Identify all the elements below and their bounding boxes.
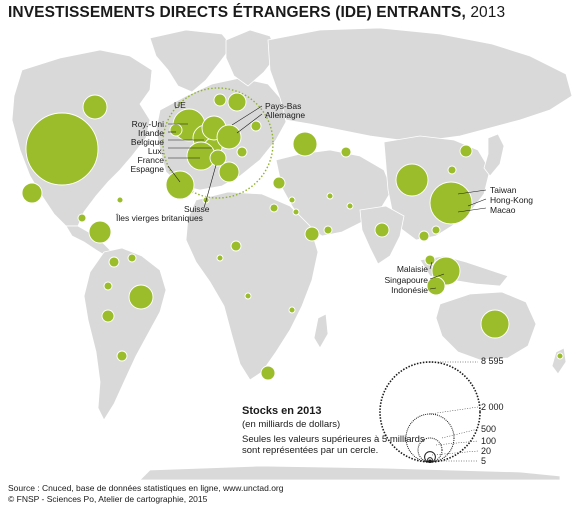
bubble-italy: [218, 161, 240, 183]
bubble-peru: [103, 281, 113, 291]
bubble-argentina: [116, 350, 128, 362]
bubble-cyprus: [288, 196, 296, 204]
bubble-ireland: [169, 123, 183, 137]
bubble-usa: [25, 112, 99, 186]
bubble-russia: [292, 131, 318, 157]
bubble-austria: [236, 146, 248, 158]
legend-value-20: 20: [481, 446, 492, 456]
bubble-vietnam: [431, 225, 441, 235]
bubble-hong-kong: [429, 181, 473, 225]
source-note: Source : Cnuced, base de données statist…: [8, 483, 283, 505]
fdi-bubbles: [21, 92, 564, 381]
bubble-new-zealand: [556, 352, 564, 360]
japan-shape: [483, 133, 505, 177]
label-espagne: Espagne: [130, 164, 164, 174]
title-main: INVESTISSEMENTS DIRECTS ÉTRANGERS (IDE) …: [8, 4, 466, 21]
bubble-spain: [165, 170, 195, 200]
bubble-israel: [292, 208, 300, 216]
bubble-kazakhstan: [340, 146, 352, 158]
legend-subtitle: (en milliards de dollars): [242, 419, 341, 430]
bubble-bermuda: [116, 196, 124, 204]
bubble-pakistan: [346, 202, 354, 210]
bubble-india: [374, 222, 390, 238]
legend-value-100: 100: [481, 436, 497, 446]
bubble-sweden: [227, 92, 247, 112]
bubble-uae: [323, 225, 333, 235]
bubble-mozambique: [288, 306, 296, 314]
legend-value-8595: 8 595: [481, 356, 504, 366]
greenland-shape: [149, 29, 233, 93]
bubble-malaysia: [424, 254, 436, 266]
bubble-switzerland: [209, 149, 227, 167]
page-title: INVESTISSEMENTS DIRECTS ÉTRANGERS (IDE) …: [8, 4, 505, 22]
bubble-colombia: [108, 256, 120, 268]
legend-value-5: 5: [481, 456, 487, 466]
bubble-brazil: [128, 284, 154, 310]
bubble-nigeria: [230, 240, 242, 252]
title-year: 2013: [470, 4, 506, 21]
bubble-germany: [216, 124, 242, 150]
madagascar-shape: [313, 313, 329, 349]
bubble-mexico: [21, 182, 43, 204]
bubble-saudi: [304, 226, 320, 242]
legend-value-2000: 2 000: [481, 402, 504, 412]
label-malaisie: Malaisie: [396, 264, 428, 274]
label-singapour: Singapoure: [384, 275, 428, 285]
label-ue: UE: [174, 100, 186, 110]
bubble-cayman: [77, 213, 87, 223]
bubble-canada: [82, 94, 108, 120]
legend-leaders: [429, 361, 479, 462]
bubble-ghana: [216, 254, 224, 262]
eu-ring: [162, 87, 274, 199]
leader-lines: [167, 105, 487, 290]
source-line-2: © FNSP - Sciences Po, Atelier de cartogr…: [8, 494, 208, 504]
label-irlande: Irlande: [138, 128, 164, 138]
legend-circle-5: [428, 459, 432, 463]
bubble-japan: [459, 144, 473, 158]
north-asia-shape: [267, 27, 573, 141]
bubble-china: [395, 163, 429, 197]
label-roy-uni: Roy.-Uni: [131, 119, 164, 129]
bubble-norway: [213, 93, 227, 107]
label-belgique: Belgique: [130, 137, 164, 147]
legend-value-500: 500: [481, 424, 497, 434]
label-allemagne: Allemagne: [265, 110, 306, 120]
label-pays-bas: Pays-Bas: [265, 101, 302, 111]
antarctica-shape: [139, 465, 561, 481]
bubble-british-virgin-islands: [88, 220, 112, 244]
label-iles-vierges: Îles vierges britaniques: [116, 213, 203, 223]
bubble-thailand: [418, 230, 430, 242]
label-indonesie: Indonésie: [391, 285, 428, 295]
source-line-1: Source : Cnuced, base de données statist…: [8, 483, 284, 493]
new-zealand-shape: [551, 347, 567, 375]
label-france: France: [137, 155, 164, 165]
label-lux: Lux.: [147, 146, 164, 156]
south-america-shape: [83, 247, 167, 421]
bubble-south-africa: [260, 365, 276, 381]
bubble-turkey: [272, 176, 286, 190]
scandinavia-shape: [225, 29, 279, 87]
bubble-chile: [101, 309, 115, 323]
bubble-indonesia: [426, 276, 446, 296]
label-taiwan: Taiwan: [490, 185, 517, 195]
bubble-egypt: [269, 203, 279, 213]
label-suisse: Suisse: [184, 204, 210, 214]
bubble-australia: [480, 309, 510, 339]
bubble-venezuela: [127, 253, 137, 263]
legend-note: Seules les valeurs supérieures à 5 milli…: [242, 434, 425, 456]
label-macao: Macao: [490, 205, 516, 215]
bubble-iran: [326, 192, 334, 200]
legend-title: Stocks en 2013: [242, 405, 322, 417]
bubble-angola: [244, 292, 252, 300]
africa-shape: [185, 191, 319, 381]
label-hong-kong: Hong-Kong: [490, 195, 534, 205]
bubble-poland: [250, 120, 262, 132]
bubble-korea: [447, 165, 457, 175]
